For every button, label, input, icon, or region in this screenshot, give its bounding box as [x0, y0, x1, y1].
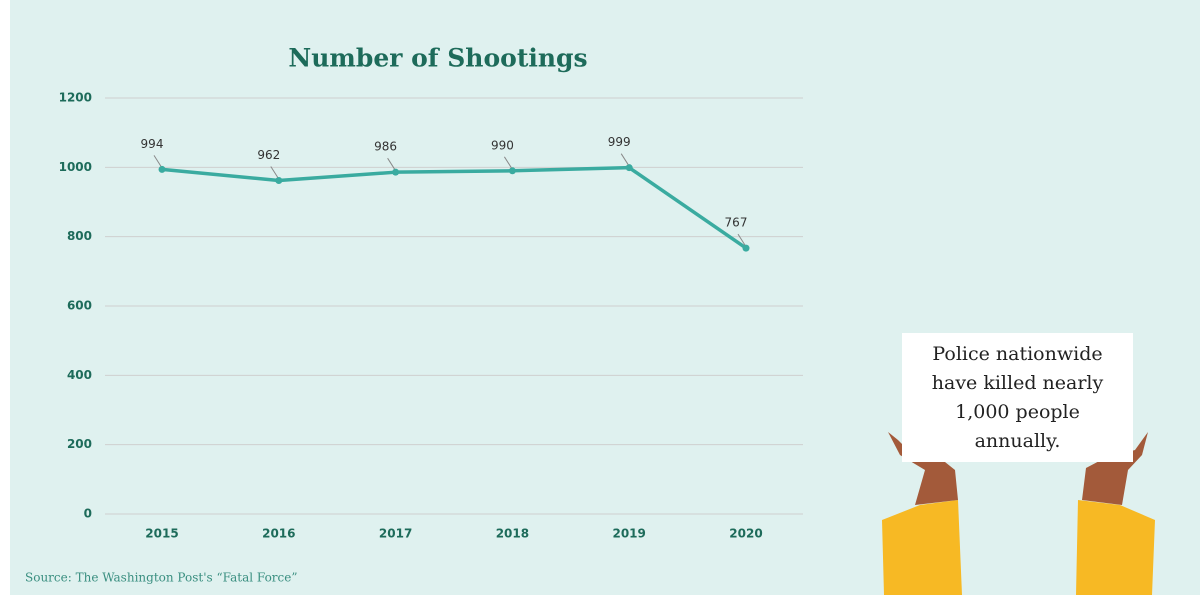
point — [742, 244, 750, 252]
data-label: 767 — [725, 216, 748, 230]
x-tick-label: 2018 — [496, 527, 529, 541]
y-tick-label: 0 — [84, 507, 92, 521]
leader-line — [270, 166, 279, 178]
x-tick-label: 2016 — [262, 527, 295, 541]
point — [508, 167, 516, 175]
data-label: 962 — [257, 148, 280, 162]
leader-line — [737, 233, 746, 246]
point — [275, 177, 283, 185]
data-label: 994 — [141, 137, 164, 151]
y-tick-label: 800 — [67, 229, 92, 243]
x-tick-label: 2017 — [379, 527, 412, 541]
point — [158, 165, 166, 173]
background — [10, 0, 1200, 595]
y-tick-label: 600 — [67, 299, 92, 313]
data-label: 999 — [608, 135, 631, 149]
leader-line — [153, 155, 162, 167]
chart-title: Number of Shootings — [288, 44, 587, 73]
data-label: 986 — [374, 140, 397, 154]
leader-line — [387, 157, 396, 170]
leader-line — [503, 156, 512, 169]
y-tick-label: 400 — [67, 368, 92, 382]
point — [392, 168, 400, 176]
x-tick-label: 2020 — [729, 527, 762, 541]
data-label: 990 — [491, 138, 514, 152]
annotation: Police nationwide have killed nearly 1,0… — [902, 333, 1133, 462]
y-tick-label: 1200 — [59, 91, 92, 105]
illustration — [882, 432, 1155, 595]
y-tick-label: 200 — [67, 437, 92, 451]
leader-line — [620, 153, 629, 165]
point — [625, 164, 633, 172]
source: Source: The Washington Post's “Fatal For… — [25, 571, 298, 585]
x-tick-label: 2019 — [612, 527, 645, 541]
y-tick-label: 1000 — [59, 160, 92, 174]
line — [161, 165, 747, 250]
x-tick-label: 2015 — [145, 527, 178, 541]
